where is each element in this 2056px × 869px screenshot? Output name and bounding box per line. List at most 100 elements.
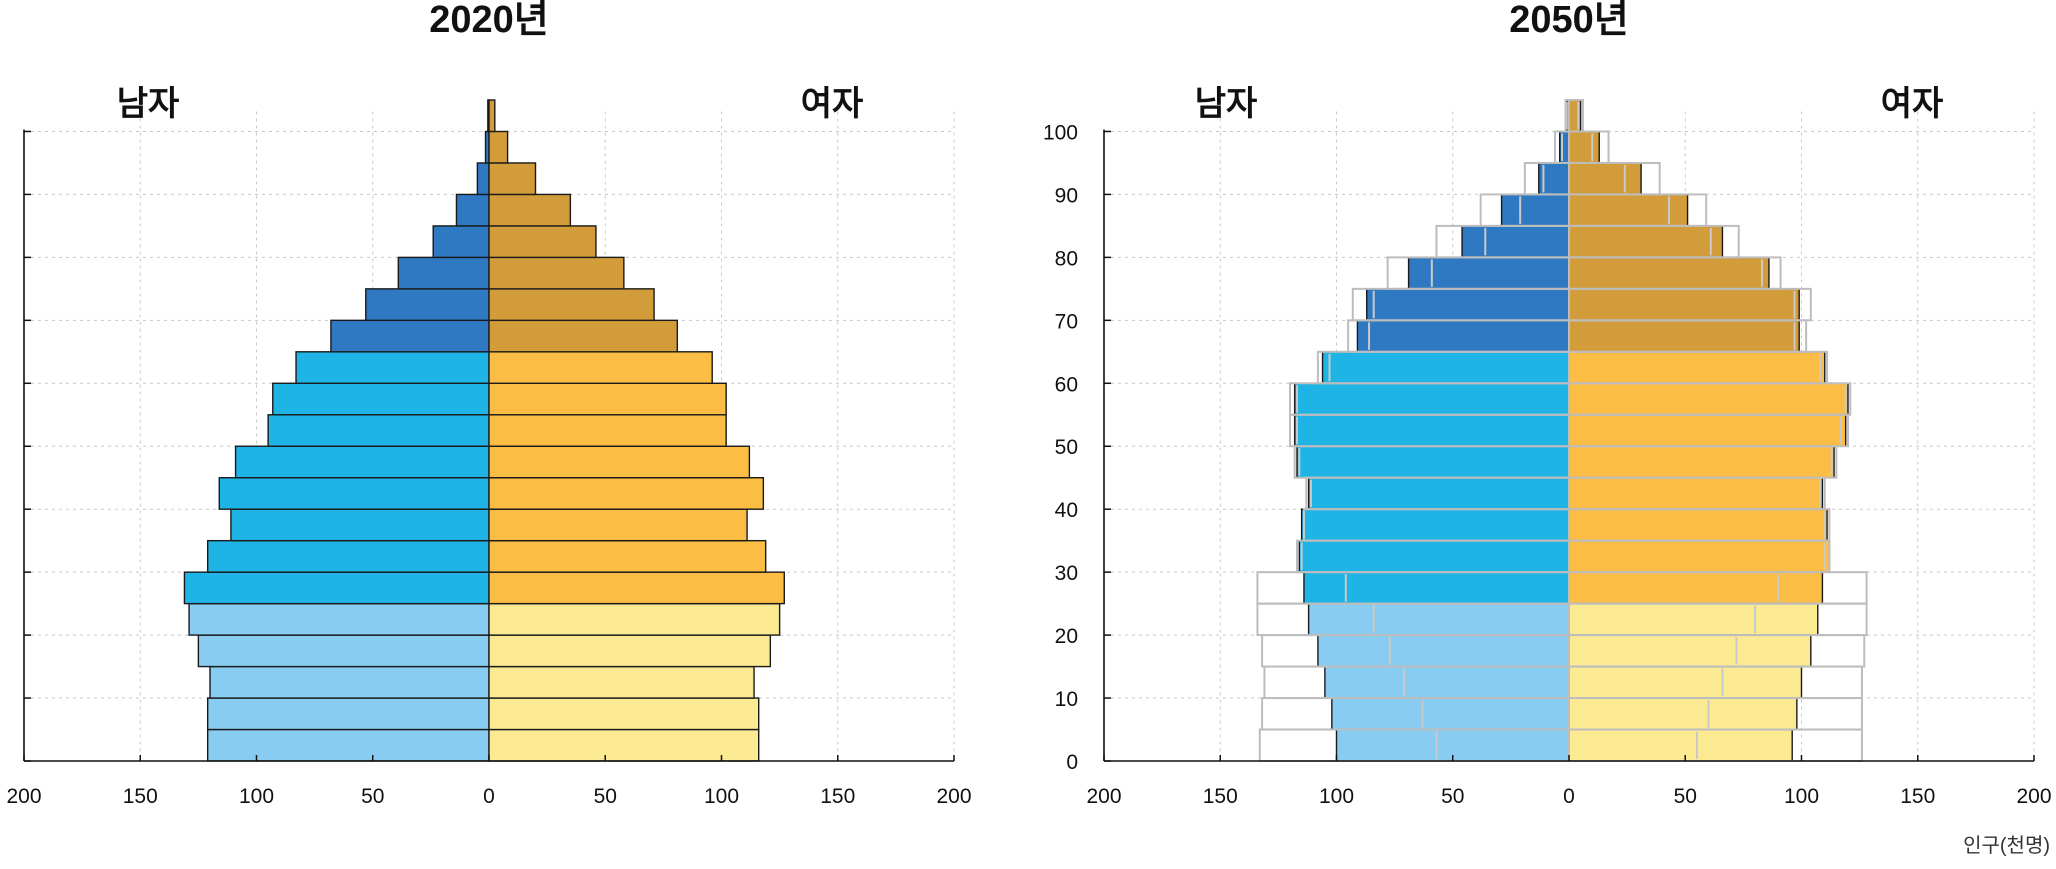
bar-male-85-89	[1500, 193, 1570, 227]
x-tick-label: 100	[239, 785, 274, 808]
bar-male-5-9	[206, 697, 490, 731]
x-tick-label: 150	[820, 785, 855, 808]
bar-male-20-24	[1307, 602, 1570, 636]
outline-female-90-94	[1568, 161, 1661, 196]
bar-female-25-29	[488, 571, 785, 605]
outline-female-95-99	[1568, 130, 1610, 164]
bar-female-80-84	[1568, 225, 1724, 259]
bar-female-0-4	[488, 728, 760, 762]
bar-male-50-54	[1293, 414, 1570, 447]
bar-female-95-99	[1568, 130, 1600, 164]
x-tick-label: 0	[1563, 785, 1575, 808]
bar-male-70-74	[1366, 288, 1570, 322]
bar-female-0-4	[1568, 728, 1793, 762]
male-label: 남자	[1195, 85, 1258, 123]
bar-female-50-54	[488, 414, 727, 447]
bar-male-65-69	[330, 319, 490, 353]
x-tick-label: 150	[1203, 785, 1238, 808]
bar-male-45-49	[234, 445, 490, 479]
bar-female-45-49	[488, 445, 751, 479]
bar-female-40-44	[488, 477, 765, 510]
bar-female-65-69	[488, 319, 679, 353]
bar-male-10-14	[1324, 665, 1570, 699]
outline-female-100+	[1568, 99, 1584, 133]
female-label: 여자	[801, 85, 864, 123]
bar-female-15-19	[488, 634, 772, 668]
x-tick-label: 0	[483, 785, 495, 808]
bar-male-50-54	[267, 414, 490, 447]
panel-title: 2020년	[429, 0, 549, 41]
x-tick-label: 150	[123, 785, 158, 808]
panel-title: 2050년	[1509, 0, 1629, 41]
bar-male-55-59	[272, 382, 490, 416]
x-tick-label: 100	[1319, 785, 1354, 808]
y-tick-label: 30	[1055, 562, 1078, 585]
y-tick-label: 70	[1055, 310, 1078, 333]
x-tick-label: 100	[1784, 785, 1819, 808]
y-tick-label: 50	[1055, 436, 1078, 459]
bar-female-100+	[488, 99, 496, 133]
bar-female-80-84	[488, 225, 597, 259]
bar-female-20-24	[1568, 602, 1819, 636]
bar-female-60-64	[1568, 351, 1826, 384]
bar-female-85-89	[488, 193, 572, 227]
bar-female-15-19	[1568, 634, 1812, 668]
bar-male-60-64	[295, 351, 490, 384]
bar-female-95-99	[488, 130, 509, 164]
bar-male-75-79	[397, 256, 490, 290]
bar-male-30-34	[1298, 539, 1570, 573]
x-axis-unit-label: 인구(천명)	[1963, 834, 2050, 857]
male-label: 남자	[117, 85, 180, 123]
x-tick-label: 200	[2016, 785, 2051, 808]
bar-female-5-9	[488, 697, 760, 731]
bar-female-20-24	[488, 602, 781, 636]
bar-male-60-64	[1321, 351, 1570, 384]
bar-male-90-94	[476, 162, 490, 196]
x-tick-label: 200	[1086, 785, 1121, 808]
x-tick-label: 200	[6, 785, 41, 808]
bar-female-55-59	[488, 382, 727, 416]
x-tick-label: 50	[1441, 785, 1464, 808]
bar-male-15-19	[197, 634, 490, 668]
bar-female-85-89	[1568, 193, 1689, 227]
female-label: 여자	[1881, 85, 1944, 123]
bar-male-0-4	[206, 728, 490, 762]
bar-male-70-74	[365, 288, 490, 322]
bar-female-35-39	[1568, 508, 1828, 542]
bar-male-85-89	[455, 193, 490, 227]
pyramid-panel-2050: 200 150 100 50 0 50 100 150 200 0 10 20 30 40 50 60 70 80…	[1043, 0, 2052, 808]
x-tick-label: 50	[594, 785, 617, 808]
y-tick-label: 100	[1043, 121, 1078, 144]
bar-male-25-29	[1303, 571, 1570, 605]
bar-male-65-69	[1356, 319, 1570, 353]
bar-female-35-39	[488, 508, 748, 542]
bar-female-45-49	[1568, 445, 1835, 479]
bar-male-15-19	[1317, 634, 1570, 668]
bar-male-20-24	[188, 602, 490, 636]
bar-male-30-34	[206, 539, 490, 573]
bar-female-70-74	[488, 288, 655, 322]
y-tick-label: 10	[1055, 688, 1078, 711]
bar-female-90-94	[1568, 162, 1642, 196]
bar-female-55-59	[1568, 382, 1849, 416]
y-tick-label: 60	[1055, 373, 1078, 396]
y-tick-label: 90	[1055, 184, 1078, 207]
x-tick-label: 50	[1674, 785, 1697, 808]
y-tick-label: 40	[1055, 499, 1078, 522]
x-tick-label: 50	[361, 785, 384, 808]
bar-female-40-44	[1568, 477, 1824, 510]
bar-female-90-94	[488, 162, 537, 196]
x-tick-label: 200	[936, 785, 971, 808]
bar-male-35-39	[230, 508, 490, 542]
bar-female-60-64	[488, 351, 713, 384]
bar-female-25-29	[1568, 571, 1824, 605]
bar-female-65-69	[1568, 319, 1800, 353]
x-tick-label: 100	[704, 785, 739, 808]
bar-male-40-44	[218, 477, 490, 510]
bar-male-25-29	[183, 571, 490, 605]
bar-male-40-44	[1307, 477, 1570, 510]
bar-female-10-14	[1568, 665, 1803, 699]
